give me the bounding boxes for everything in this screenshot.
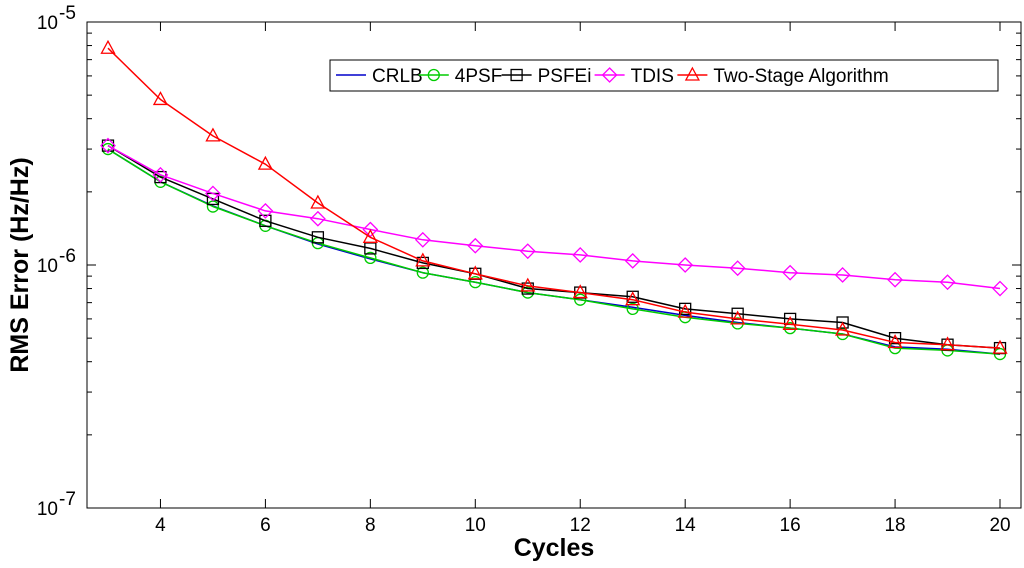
x-tick-label: 4 — [155, 515, 166, 536]
y-tick-label: 10 -7 — [37, 489, 76, 520]
data-point-two-stage-algorithm — [257, 155, 273, 170]
data-point-psfei — [679, 302, 692, 316]
data-point-tdis — [729, 260, 746, 277]
data-point-two-stage-algorithm — [310, 194, 326, 209]
legend-label-tdis: TDIS — [631, 66, 674, 87]
data-point-tdis — [100, 137, 116, 154]
legend: CRLB 4PSF PSFEi TDIS Two-Stage Algorithm — [329, 59, 999, 92]
y-axis-label: RMS Error (Hz/Hz) — [6, 157, 34, 372]
series-two-stage-algorithm — [100, 39, 1008, 354]
y-tick-base: 10 — [37, 256, 58, 277]
x-tick-label: 6 — [260, 515, 271, 536]
data-point-tdis — [624, 252, 641, 269]
y-tick-base: 10 — [37, 13, 58, 34]
data-point-tdis — [572, 247, 589, 263]
data-point-two-stage-algorithm — [782, 315, 798, 330]
legend-entry-two-stage-algorithm: Two-Stage Algorithm — [677, 66, 889, 87]
x-tick-label: 20 — [989, 515, 1010, 536]
series-line-psfei — [107, 144, 1001, 349]
y-tick-base: 10 — [37, 499, 58, 520]
legend-marker-4psf — [427, 68, 440, 82]
x-tick-label: 14 — [675, 515, 697, 536]
x-tick-label: 10 — [465, 515, 486, 536]
data-point-two-stage-algorithm — [887, 334, 903, 349]
data-point-two-stage-algorithm — [625, 291, 641, 306]
data-point-tdis — [467, 237, 484, 254]
x-tick-label: 8 — [365, 515, 376, 536]
data-point-two-stage-algorithm — [520, 277, 536, 292]
legend-entry-tdis: TDIS — [594, 66, 674, 87]
data-point-4psf — [364, 251, 377, 265]
data-point-tdis — [309, 210, 326, 227]
legend-entry-crlb: CRLB — [336, 66, 423, 87]
data-point-tdis — [992, 280, 1008, 297]
data-point-tdis — [677, 257, 694, 273]
x-tick-labels: 4 6 8 10 12 14 16 18 20 — [155, 515, 1010, 536]
legend-marker-tdis — [601, 67, 618, 83]
series-line-two-stage-algorithm — [107, 47, 1001, 349]
data-point-tdis — [205, 185, 221, 202]
data-point-tdis — [519, 243, 536, 260]
series-tdis — [100, 137, 1008, 297]
series-line-tdis — [107, 144, 1001, 290]
data-point-psfei — [888, 332, 902, 345]
y-tick-exponent: -6 — [59, 246, 76, 267]
y-tick-label: 10 -6 — [37, 246, 76, 277]
data-point-tdis — [939, 274, 956, 291]
data-point-tdis — [257, 202, 274, 219]
data-point-two-stage-algorithm — [835, 321, 851, 336]
legend-marker-psfei — [510, 68, 523, 82]
data-point-two-stage-algorithm — [730, 310, 746, 325]
legend-entry-4psf: 4PSF — [418, 66, 503, 87]
legend-label-two-stage-algorithm: Two-Stage Algorithm — [713, 66, 888, 87]
legend-entry-psfei: PSFEi — [501, 66, 592, 87]
data-point-two-stage-algorithm — [100, 39, 116, 54]
data-point-psfei — [836, 316, 849, 329]
y-tick-labels: 10-710-610-5 — [37, 3, 76, 520]
data-point-two-stage-algorithm — [415, 252, 431, 267]
data-point-two-stage-algorithm — [152, 91, 169, 106]
data-point-4psf — [416, 266, 429, 279]
y-tick-exponent: -7 — [59, 489, 76, 510]
data-point-tdis — [834, 267, 851, 283]
data-point-tdis — [414, 231, 431, 248]
series-line-4psf — [107, 148, 1001, 355]
x-tick-label: 16 — [780, 515, 801, 536]
data-point-4psf — [469, 276, 482, 289]
legend-marker-two-stage-algorithm — [684, 66, 700, 81]
data-point-two-stage-algorithm — [205, 127, 221, 142]
data-point-two-stage-algorithm — [677, 303, 693, 318]
data-point-4psf — [626, 302, 639, 316]
data-point-two-stage-algorithm — [572, 284, 588, 299]
major-ticks — [87, 21, 1021, 509]
data-point-psfei — [626, 290, 639, 303]
data-point-4psf — [574, 293, 587, 306]
legend-label-psfei: PSFEi — [538, 66, 592, 87]
data-point-two-stage-algorithm — [467, 265, 483, 280]
series-layer — [100, 39, 1008, 361]
y-tick-label: 10 -5 — [37, 3, 76, 34]
x-tick-label: 18 — [884, 515, 905, 536]
y-tick-exponent: -5 — [59, 3, 76, 24]
legend-label-crlb: CRLB — [372, 66, 423, 87]
data-point-two-stage-algorithm — [939, 336, 956, 351]
data-point-psfei — [101, 139, 115, 152]
data-point-two-stage-algorithm — [992, 339, 1008, 354]
legend-label-4psf: 4PSF — [455, 66, 503, 87]
x-tick-label: 12 — [570, 515, 591, 536]
legend-entries: CRLB 4PSF PSFEi TDIS Two-Stage Algorithm — [336, 66, 889, 87]
data-point-psfei — [259, 214, 272, 227]
data-point-tdis — [782, 264, 799, 281]
data-point-two-stage-algorithm — [362, 228, 378, 243]
minor-ticks — [87, 32, 1021, 436]
x-axis-label: Cycles — [514, 534, 595, 562]
data-point-psfei — [311, 231, 325, 244]
data-point-tdis — [152, 166, 169, 183]
data-point-tdis — [887, 271, 903, 288]
